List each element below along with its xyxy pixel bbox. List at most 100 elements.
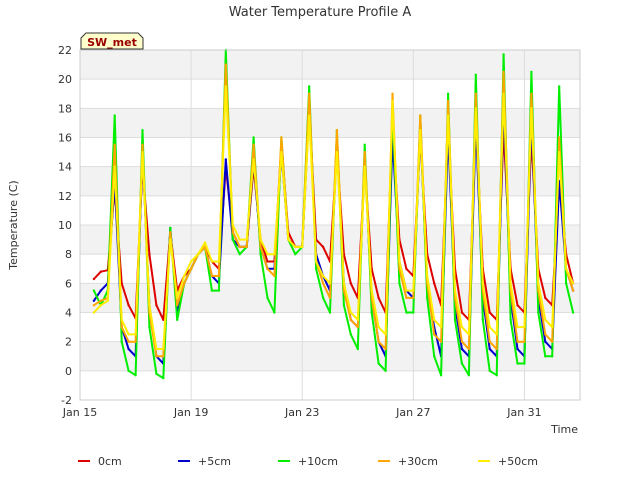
data-point xyxy=(433,355,436,358)
series-50cm xyxy=(92,85,575,351)
data-point xyxy=(453,318,457,321)
data-point xyxy=(551,355,554,358)
data-point xyxy=(537,282,540,285)
data-point xyxy=(349,282,352,285)
data-point xyxy=(446,99,450,103)
data-point xyxy=(523,340,526,343)
data-point xyxy=(558,150,561,154)
data-point xyxy=(308,92,311,96)
background-band xyxy=(80,108,580,138)
series-layer xyxy=(92,48,575,380)
data-point xyxy=(544,333,547,336)
data-point xyxy=(308,85,311,88)
data-point xyxy=(377,362,380,365)
data-point xyxy=(134,374,137,377)
data-point xyxy=(335,129,339,132)
y-tick-label: 22 xyxy=(58,44,72,57)
data-point xyxy=(446,114,450,117)
data-point xyxy=(148,304,151,307)
data-point xyxy=(488,311,491,314)
data-point xyxy=(99,304,103,307)
data-point xyxy=(530,70,533,74)
data-point xyxy=(412,296,415,300)
data-point xyxy=(419,114,422,117)
data-point xyxy=(426,274,429,278)
data-point xyxy=(439,374,443,377)
data-point xyxy=(162,376,165,380)
data-point xyxy=(530,92,533,96)
legend-item: +50cm xyxy=(478,455,538,468)
legend-label: +50cm xyxy=(498,455,538,468)
data-point xyxy=(321,245,325,249)
data-point xyxy=(474,92,477,96)
data-point xyxy=(308,114,311,117)
data-point xyxy=(460,311,464,314)
data-point xyxy=(474,107,477,110)
legend-item: +5cm xyxy=(178,455,231,468)
data-point xyxy=(127,369,130,372)
y-tick-label: 18 xyxy=(58,102,72,115)
x-tick-label: Jan 27 xyxy=(395,406,430,419)
data-point xyxy=(516,362,519,365)
data-point xyxy=(287,238,290,241)
data-point xyxy=(155,347,158,351)
x-axis-ticks: Jan 15 Jan 19 Jan 23 Jan 27 Jan 31 xyxy=(62,406,542,419)
data-point xyxy=(384,347,387,351)
data-point xyxy=(523,325,526,329)
data-point xyxy=(460,325,464,329)
data-point xyxy=(321,296,325,300)
site-label-box: SW_met xyxy=(80,32,144,50)
data-point xyxy=(252,143,255,146)
legend-item: +10cm xyxy=(278,455,338,468)
data-point xyxy=(433,333,436,336)
data-point xyxy=(314,260,318,263)
y-axis-ticks: -2 0 2 4 6 8 10 12 14 16 18 20 22 xyxy=(58,44,72,407)
data-point xyxy=(189,267,193,270)
y-tick-label: 10 xyxy=(58,219,72,232)
plot-frame xyxy=(79,49,581,401)
data-point xyxy=(370,311,373,314)
data-point xyxy=(516,304,519,307)
data-point xyxy=(113,165,116,168)
data-point xyxy=(377,296,380,300)
data-point xyxy=(134,333,137,336)
data-point xyxy=(460,362,464,365)
data-point xyxy=(155,304,158,307)
data-point xyxy=(321,282,325,285)
data-point xyxy=(356,318,359,321)
data-point xyxy=(349,311,352,314)
data-point xyxy=(551,325,554,329)
data-point xyxy=(224,63,227,66)
data-point xyxy=(238,245,241,249)
data-point xyxy=(384,333,387,336)
data-point xyxy=(363,165,366,168)
data-point xyxy=(544,318,547,321)
data-point xyxy=(551,340,554,343)
data-point xyxy=(495,374,498,377)
data-point xyxy=(169,226,172,230)
data-point xyxy=(412,289,415,292)
data-point xyxy=(544,340,547,343)
data-point xyxy=(433,282,436,285)
data-point xyxy=(273,253,276,256)
data-point xyxy=(342,304,346,307)
data-point xyxy=(509,282,512,285)
data-point xyxy=(134,340,137,343)
data-point xyxy=(474,73,477,77)
data-point xyxy=(558,136,561,139)
data-point xyxy=(405,267,408,270)
data-point xyxy=(467,333,471,336)
data-point xyxy=(106,299,110,302)
data-point xyxy=(488,325,491,329)
x-tick-label: Jan 23 xyxy=(284,406,319,419)
data-point xyxy=(328,282,332,285)
x-axis-label: Time xyxy=(550,423,578,436)
data-point xyxy=(516,325,519,329)
background-bands xyxy=(80,50,580,371)
legend-label: +30cm xyxy=(398,455,438,468)
data-point xyxy=(92,277,96,281)
data-point xyxy=(169,231,172,234)
data-point xyxy=(92,289,96,292)
data-point xyxy=(467,374,471,377)
